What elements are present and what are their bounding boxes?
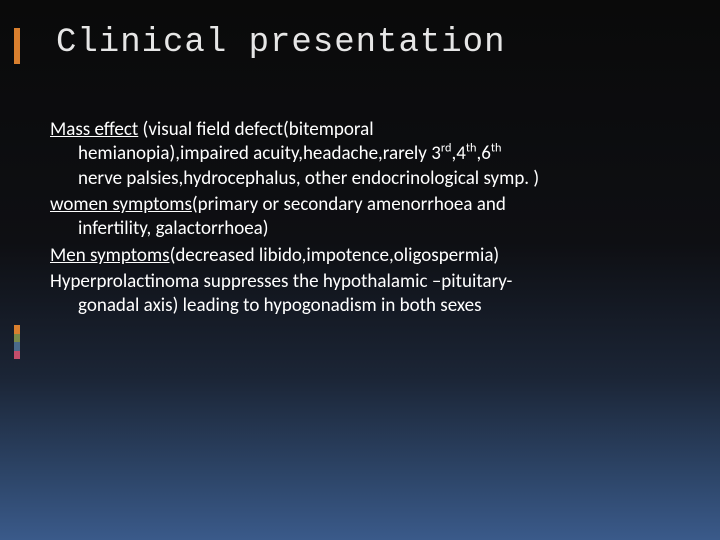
slide-body: Mass effect (visual field defect(bitempo…	[50, 118, 670, 321]
paragraph-men-symptoms: Men symptoms(decreased libido,impotence,…	[50, 244, 670, 268]
women-rest-a: (primary or secondary amenorrhoea and	[192, 193, 506, 216]
paragraph-women-symptoms: women symptoms(primary or secondary amen…	[50, 193, 670, 242]
accent-stripes-icon	[14, 325, 20, 359]
paragraph-hyperprolactinoma: Hyperprolactinoma suppresses the hypotha…	[50, 270, 670, 319]
slide: Clinical presentation Mass effect (visua…	[0, 0, 720, 540]
accent-bar-icon	[14, 28, 20, 64]
hyper-line1: Hyperprolactinoma suppresses the hypotha…	[50, 270, 512, 293]
slide-title: Clinical presentation	[56, 24, 505, 62]
men-lead: Men symptoms	[50, 244, 170, 267]
mass-effect-line3: nerve palsies,hydrocephalus, other endoc…	[50, 167, 670, 191]
paragraph-mass-effect: Mass effect (visual field defect(bitempo…	[50, 118, 670, 191]
hyper-line2: gonadal axis) leading to hypogonadism in…	[50, 294, 670, 318]
mass-effect-rest-a: (visual field defect(bitemporal	[138, 118, 373, 141]
women-lead: women symptoms	[50, 193, 192, 216]
mass-effect-line2: hemianopia),impaired acuity,headache,rar…	[50, 142, 670, 166]
men-rest-a: (decreased libido,impotence,oligospermia…	[170, 244, 500, 267]
women-line2: infertility, galactorrhoea)	[50, 217, 670, 241]
mass-effect-lead: Mass effect	[50, 118, 138, 141]
